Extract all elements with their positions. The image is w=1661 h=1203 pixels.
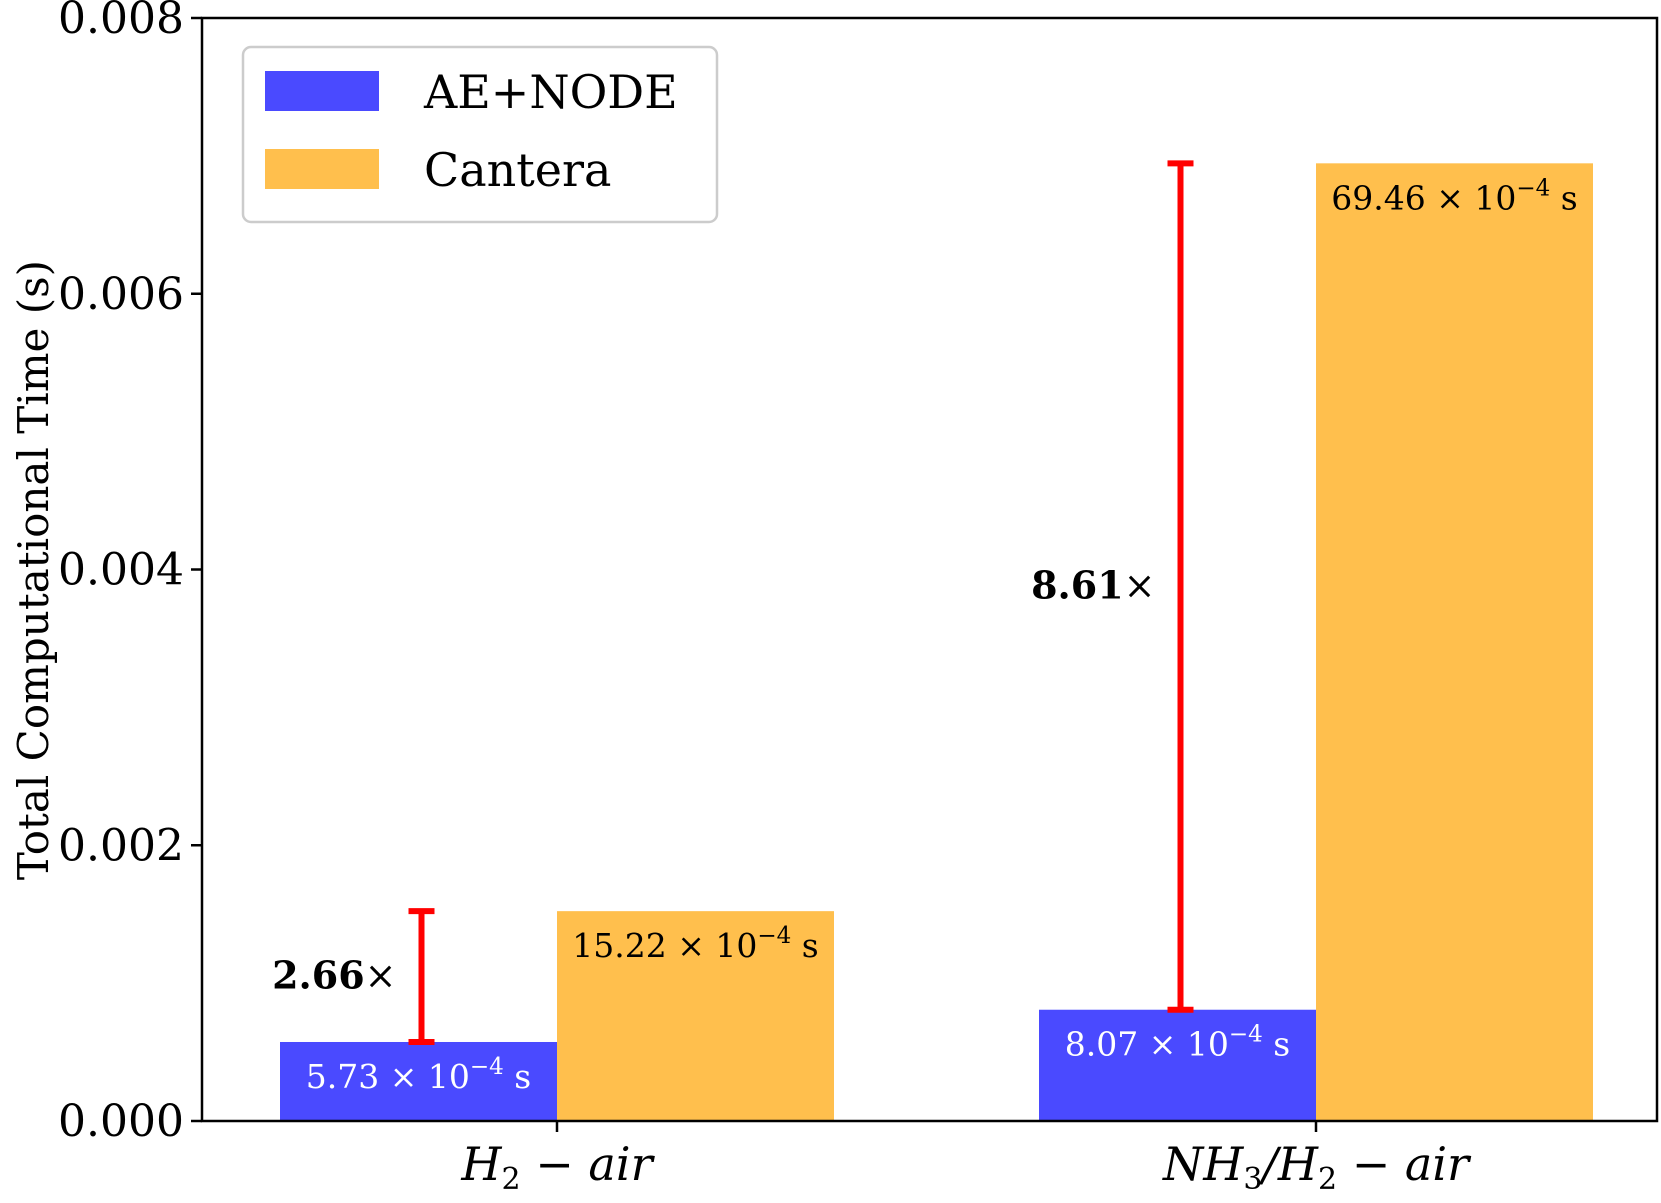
bar-value-label: 8.07 × 10−4 s: [1065, 1022, 1290, 1064]
y-tick-label: 0.002: [58, 820, 184, 871]
y-tick-label: 0.006: [58, 269, 184, 320]
bar-cantera-0: [557, 911, 834, 1121]
bar-ae-node-0: [280, 1041, 557, 1121]
y-tick-label: 0.008: [58, 0, 184, 44]
y-tick-label: 0.000: [58, 1096, 184, 1147]
legend-label: AE+NODE: [423, 65, 678, 119]
speedup-label-1: 8.61×: [1031, 563, 1155, 608]
legend-swatch: [265, 71, 379, 111]
bar-value-label: 5.73 × 10−4 s: [306, 1054, 531, 1096]
plot-area: 5.73 × 10−4 s 8.07 × 10−4 s 15.22 × 10−4 s…: [9, 0, 1659, 1197]
legend-label: Cantera: [424, 143, 611, 197]
y-axis-label: Total Computational Time (s): [9, 260, 58, 880]
x-tick-label: NH3/H2 − air: [1162, 1137, 1472, 1197]
x-tick-label: H2 − air: [460, 1137, 655, 1197]
bar-value-label: 69.46 × 10−4 s: [1331, 175, 1577, 217]
bar-ae-node-1: [1039, 1009, 1316, 1121]
bar-cantera-1: [1316, 163, 1593, 1121]
bar-value-label: 15.22 × 10−4 s: [572, 923, 818, 965]
legend-swatch: [265, 149, 379, 189]
speedup-label-0: 2.66×: [272, 953, 396, 998]
y-tick-label: 0.004: [58, 545, 184, 596]
